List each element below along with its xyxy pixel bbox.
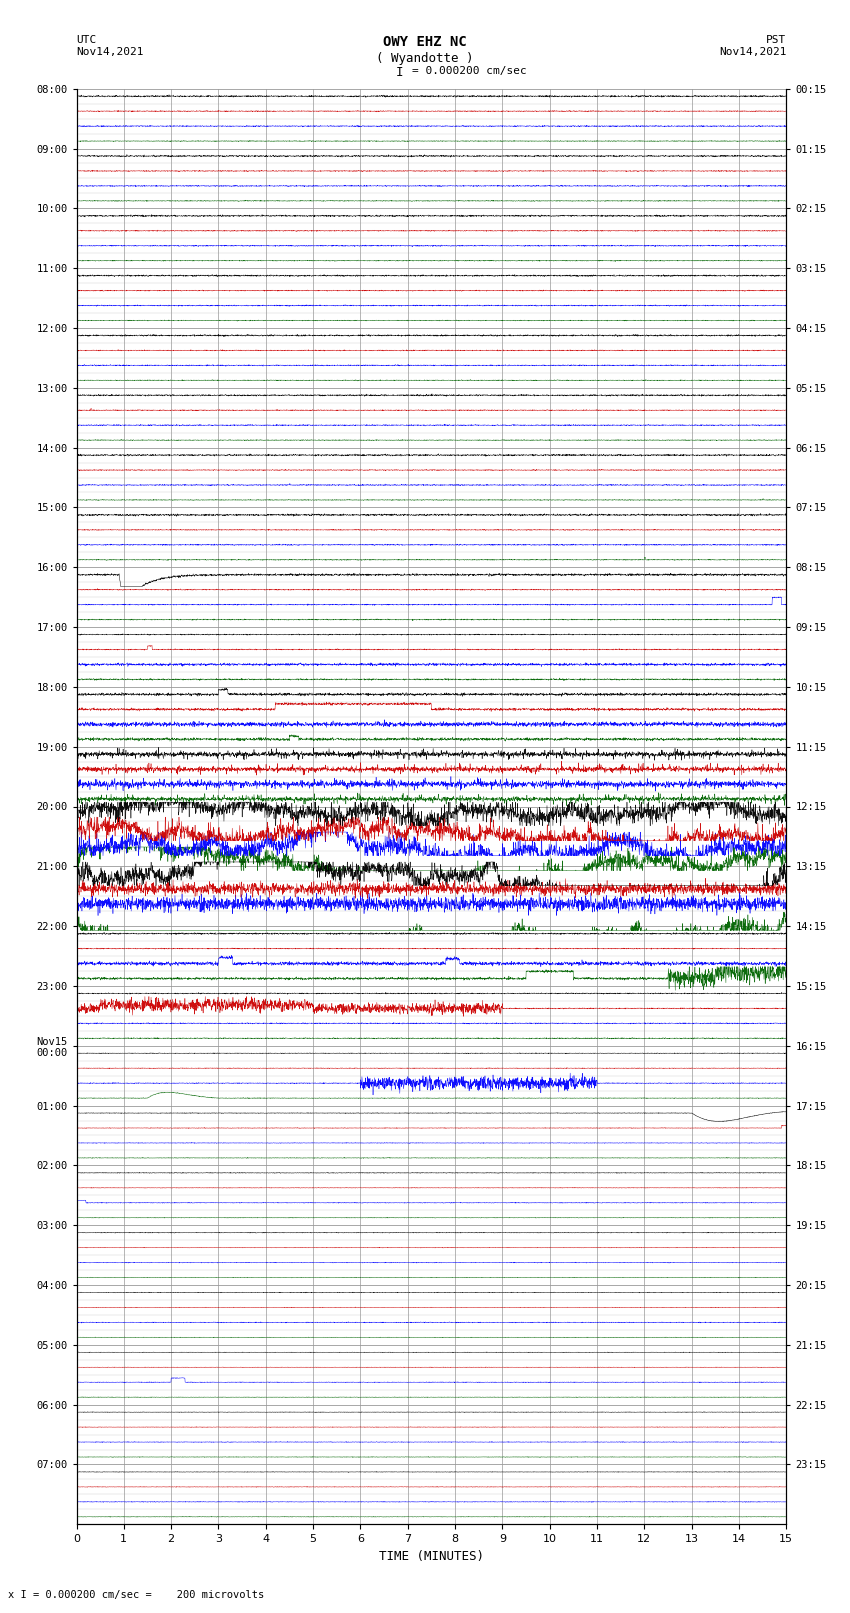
Text: = 0.000200 cm/sec: = 0.000200 cm/sec	[412, 66, 527, 76]
Text: ( Wyandotte ): ( Wyandotte )	[377, 52, 473, 65]
Text: OWY EHZ NC: OWY EHZ NC	[383, 35, 467, 50]
X-axis label: TIME (MINUTES): TIME (MINUTES)	[379, 1550, 484, 1563]
Text: x I = 0.000200 cm/sec =    200 microvolts: x I = 0.000200 cm/sec = 200 microvolts	[8, 1590, 264, 1600]
Text: I: I	[396, 66, 403, 79]
Text: UTC
Nov14,2021: UTC Nov14,2021	[76, 35, 144, 56]
Text: PST
Nov14,2021: PST Nov14,2021	[719, 35, 786, 56]
